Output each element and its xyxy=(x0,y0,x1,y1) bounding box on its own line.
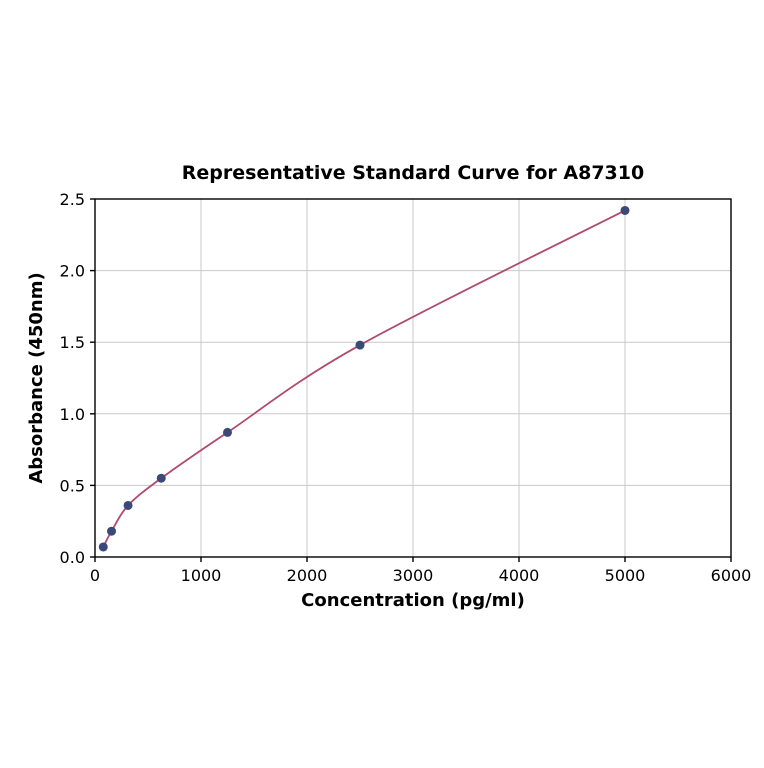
x-tick-label: 4000 xyxy=(499,566,540,585)
y-tick-label: 1.5 xyxy=(60,333,85,352)
x-tick-label: 0 xyxy=(90,566,100,585)
axis-layer: 0 1000 2000 3000 4000 5000 6000 0.0 0.5 1.0 1.5 2.0… xyxy=(60,190,752,585)
x-tick-label: 1000 xyxy=(181,566,222,585)
x-tick-label: 6000 xyxy=(711,566,752,585)
x-tick-label: 5000 xyxy=(605,566,646,585)
y-axis-label: Absorbance (450nm) xyxy=(26,272,47,483)
x-tick-label: 3000 xyxy=(393,566,434,585)
plot-layer xyxy=(98,205,630,552)
y-tick-label: 2.0 xyxy=(60,262,85,281)
data-point xyxy=(355,340,365,350)
y-tick-label: 1.0 xyxy=(60,405,85,424)
data-point xyxy=(98,542,108,552)
data-point xyxy=(620,205,630,215)
data-point xyxy=(123,500,133,510)
fit-curve xyxy=(102,209,626,548)
data-point xyxy=(223,427,232,437)
x-tick-label: 2000 xyxy=(287,566,328,585)
chart-title: Representative Standard Curve for A87310 xyxy=(182,162,644,184)
y-tick-label: 2.5 xyxy=(60,190,85,209)
y-tick-label: 0.5 xyxy=(60,476,85,495)
data-point xyxy=(156,473,166,483)
data-point xyxy=(107,526,117,536)
y-tick-label: 0.0 xyxy=(60,548,85,567)
grid-layer xyxy=(94,198,732,558)
x-axis-label: Concentration (pg/ml) xyxy=(301,590,525,611)
